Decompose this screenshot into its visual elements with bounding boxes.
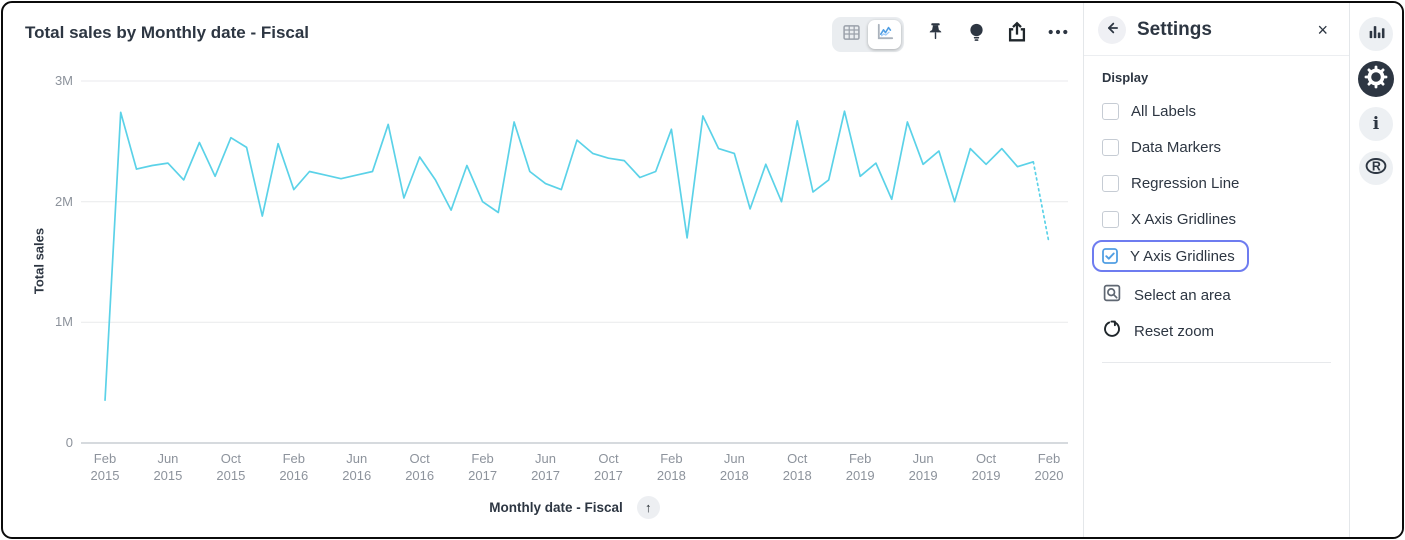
checkbox-label: Data Markers — [1131, 138, 1222, 156]
chart-view-toggle[interactable] — [868, 20, 901, 49]
y-axis-title: Total sales — [31, 227, 47, 295]
settings-header: Settings × — [1084, 3, 1349, 56]
sales-line-dashed-segment — [1032, 160, 1050, 244]
sidebar-item-settings[interactable] — [1358, 61, 1394, 97]
x-axis-title-row: Monthly date - Fiscal ↑ — [81, 496, 1068, 519]
r-logo-icon: R — [1363, 153, 1389, 184]
arrow-left-icon — [1104, 20, 1120, 41]
sidebar-item-visualization[interactable] — [1359, 17, 1393, 51]
table-view-toggle[interactable] — [835, 20, 868, 49]
checkbox-label: All Labels — [1131, 102, 1197, 120]
ellipsis-icon — [1046, 20, 1070, 49]
sidebar-item-r-model[interactable]: R — [1359, 151, 1393, 185]
select-area-icon — [1102, 283, 1122, 307]
checkbox-unchecked-icon[interactable] — [1102, 210, 1119, 228]
x-tick-label: Feb 2019 — [845, 451, 875, 483]
x-tick-label: Oct 2016 — [405, 451, 435, 483]
settings-panel: Settings × Display All Labels Data Marke… — [1083, 3, 1349, 537]
info-icon: i — [1372, 114, 1380, 134]
checkbox-checked-icon[interactable] — [1102, 248, 1118, 264]
x-tick-label: Feb 2020 — [1034, 451, 1064, 483]
svg-text:R: R — [1372, 159, 1381, 173]
pin-button[interactable] — [922, 22, 948, 48]
back-button[interactable] — [1098, 16, 1126, 44]
checkbox-label: Regression Line — [1131, 174, 1240, 192]
x-tick-label: Feb 2015 — [90, 451, 120, 483]
select-area-button[interactable]: Select an area — [1102, 277, 1335, 313]
arrow-up-icon: ↑ — [645, 500, 652, 515]
checkbox-row-y-axis-gridlines[interactable]: Y Axis Gridlines — [1092, 240, 1249, 272]
share-icon — [1005, 20, 1029, 49]
display-section-title: Display — [1102, 70, 1149, 85]
lightbulb-icon — [965, 21, 988, 49]
sort-ascending-button[interactable]: ↑ — [636, 496, 660, 519]
pin-icon — [924, 21, 947, 49]
x-tick-label: Oct 2015 — [216, 451, 246, 483]
reset-zoom-icon — [1102, 319, 1122, 343]
line-chart-icon — [875, 22, 895, 47]
sidebar-icon-rail: i R — [1349, 3, 1402, 537]
x-tick-label: Feb 2017 — [468, 451, 498, 483]
settings-body: Display All Labels Data Markers Regressi… — [1084, 56, 1349, 363]
reset-zoom-button[interactable]: Reset zoom — [1102, 313, 1335, 349]
reset-zoom-label: Reset zoom — [1134, 322, 1215, 340]
close-icon: × — [1317, 20, 1328, 40]
share-button[interactable] — [1004, 20, 1030, 49]
x-tick-label: Jun 2016 — [342, 451, 372, 483]
checkbox-row-all-labels[interactable]: All Labels — [1102, 93, 1335, 129]
gear-icon — [1358, 59, 1394, 100]
sales-line-solid — [104, 110, 1034, 401]
bar-chart-icon — [1367, 22, 1386, 46]
zoom-actions: Select an area Reset zoom — [1102, 277, 1335, 349]
checkbox-unchecked-icon[interactable] — [1102, 174, 1119, 192]
checkbox-row-regression-line[interactable]: Regression Line — [1102, 165, 1335, 201]
more-options-button[interactable] — [1045, 22, 1071, 48]
x-axis-title: Monthly date - Fiscal — [489, 500, 623, 515]
x-tick-label: Oct 2019 — [971, 451, 1001, 483]
settings-title: Settings — [1137, 19, 1212, 40]
checkbox-label: X Axis Gridlines — [1131, 210, 1237, 228]
x-tick-label: Jun 2017 — [531, 451, 560, 483]
y-tick-label: 3M — [54, 73, 73, 88]
checkbox-label: Y Axis Gridlines — [1130, 247, 1235, 265]
close-button[interactable]: × — [1312, 19, 1333, 41]
y-tick-label: 1M — [54, 314, 73, 330]
chart-card: Total sales by Monthly date - Fiscal — [3, 3, 1083, 537]
x-tick-label: Jun 2015 — [153, 451, 183, 483]
sales-line-chart[interactable] — [3, 3, 1081, 539]
checkbox-row-x-axis-gridlines[interactable]: X Axis Gridlines — [1102, 201, 1335, 237]
viz-type-toggle[interactable] — [832, 17, 904, 52]
table-icon — [842, 23, 861, 47]
x-tick-label: Jun 2019 — [908, 451, 938, 483]
y-tick-label: 2M — [54, 193, 73, 209]
panel-divider — [1102, 362, 1331, 363]
x-tick-label: Feb 2018 — [656, 451, 686, 483]
card-title: Total sales by Monthly date - Fiscal — [25, 23, 310, 42]
checkbox-unchecked-icon[interactable] — [1102, 138, 1119, 156]
card-toolbar — [832, 17, 1071, 52]
x-tick-label: Feb 2016 — [279, 451, 309, 483]
y-tick-label: 0 — [65, 435, 73, 450]
insights-button[interactable] — [963, 22, 989, 48]
select-area-label: Select an area — [1134, 286, 1231, 304]
checkbox-row-data-markers[interactable]: Data Markers — [1102, 129, 1335, 165]
sidebar-item-info[interactable]: i — [1359, 107, 1393, 141]
x-tick-label: Oct 2018 — [782, 451, 812, 483]
checkbox-unchecked-icon[interactable] — [1102, 102, 1119, 120]
x-tick-label: Oct 2017 — [593, 451, 623, 483]
x-tick-label: Jun 2018 — [719, 451, 749, 483]
